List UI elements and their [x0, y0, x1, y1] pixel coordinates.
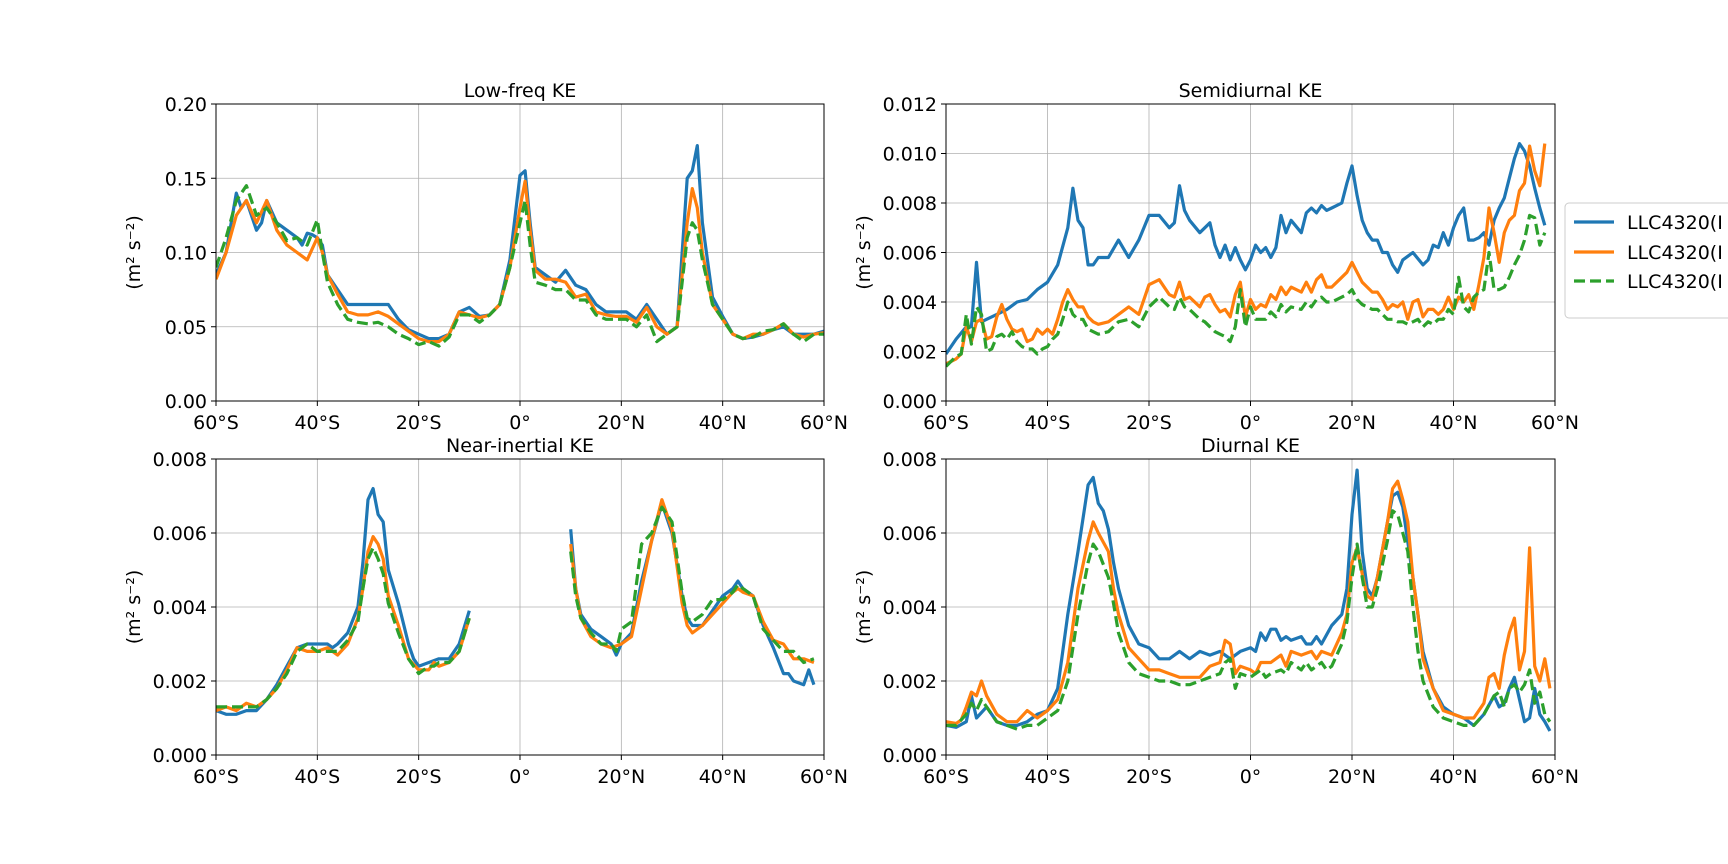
x-tick-label: 40°S	[1025, 766, 1071, 788]
x-tick-label: 60°S	[193, 766, 239, 788]
x-tick-label: 20°S	[1126, 412, 1172, 434]
x-tick-label: 40°S	[294, 412, 340, 434]
y-tick-label: 0.012	[883, 94, 937, 116]
y-axis-label: (m² s⁻²)	[123, 215, 145, 290]
x-tick-label: 20°N	[1328, 766, 1376, 788]
series-line-llc-a	[946, 468, 1552, 732]
x-tick-label: 20°N	[1328, 412, 1376, 434]
y-tick-label: 0.05	[165, 317, 207, 339]
y-axis-label: (m² s⁻²)	[123, 570, 145, 645]
panel-low-freq: 60°S 40°S 20°S 0° 20°N 40°N 60°N 0.00 0.05 0.10 0.…	[123, 80, 848, 434]
x-tick-label: 40°N	[1430, 766, 1478, 788]
series-line-llc-c	[946, 213, 1547, 368]
y-tick-label: 0.000	[883, 745, 937, 767]
y-tick-label: 0.20	[165, 94, 207, 116]
panel-near-inertial: 60°S 40°S 20°S 0° 20°N 40°N 60°N 0.000 0.002 0.00…	[123, 435, 848, 788]
x-tick-label: 60°S	[923, 412, 969, 434]
panel-diurnal: 60°S 40°S 20°S 0° 20°N 40°N 60°N 0.000 0.002 0.00…	[853, 435, 1579, 788]
x-tick-label: 60°N	[800, 412, 848, 434]
panel-title: Near-inertial KE	[446, 435, 594, 457]
panel-semidiurnal: 60°S 40°S 20°S 0° 20°N 40°N 60°N 0.000 0.002 0.00…	[853, 80, 1579, 434]
series-line-llc-a	[946, 142, 1547, 355]
y-tick-label: 0.002	[883, 342, 937, 364]
x-tick-label: 40°N	[699, 766, 747, 788]
x-tick-label: 0°	[1240, 412, 1262, 434]
x-tick-label: 40°S	[1025, 412, 1071, 434]
x-tick-label: 20°N	[597, 412, 645, 434]
y-tick-label: 0.10	[165, 243, 207, 265]
x-tick-label: 0°	[1240, 766, 1262, 788]
y-tick-label: 0.002	[883, 671, 937, 693]
x-tick-label: 20°S	[396, 412, 442, 434]
x-tick-label: 0°	[509, 766, 531, 788]
y-tick-label: 0.000	[883, 391, 937, 413]
series-line-llc-c	[946, 509, 1552, 731]
y-tick-label: 0.006	[153, 523, 207, 545]
y-tick-label: 0.006	[883, 243, 937, 265]
y-tick-label: 0.010	[883, 144, 937, 166]
x-tick-label: 40°N	[699, 412, 747, 434]
x-tick-label: 20°S	[1126, 766, 1172, 788]
x-tick-label: 0°	[509, 412, 531, 434]
y-tick-label: 0.008	[153, 449, 207, 471]
y-axis-label: (m² s⁻²)	[853, 215, 875, 290]
legend-label-llc-b: LLC4320(I	[1627, 242, 1723, 264]
x-tick-label: 40°S	[294, 766, 340, 788]
x-tick-label: 60°N	[1531, 412, 1579, 434]
legend: LLC4320(I LLC4320(I LLC4320(I	[1564, 202, 1728, 319]
series-line-llc-c	[216, 505, 815, 709]
y-tick-label: 0.00	[165, 391, 207, 413]
x-tick-label: 40°N	[1430, 412, 1478, 434]
legend-frame	[1564, 202, 1728, 319]
panel-title: Semidiurnal KE	[1179, 80, 1323, 102]
legend-label-llc-a: LLC4320(I	[1627, 212, 1723, 234]
y-tick-label: 0.004	[883, 292, 937, 314]
y-tick-label: 0.15	[165, 168, 207, 190]
series-line-llc-b	[946, 479, 1552, 726]
y-tick-label: 0.002	[153, 671, 207, 693]
y-tick-label: 0.004	[153, 597, 207, 619]
panel-title: Diurnal KE	[1201, 435, 1300, 457]
x-tick-label: 20°S	[396, 766, 442, 788]
y-tick-label: 0.006	[883, 523, 937, 545]
y-tick-label: 0.008	[883, 193, 937, 215]
x-tick-label: 60°S	[193, 412, 239, 434]
panel-title: Low-freq KE	[464, 80, 577, 102]
x-tick-label: 60°N	[1531, 766, 1579, 788]
x-tick-label: 60°S	[923, 766, 969, 788]
x-tick-label: 60°N	[800, 766, 848, 788]
series-line-llc-c	[216, 184, 824, 348]
y-tick-label: 0.000	[153, 745, 207, 767]
y-tick-label: 0.008	[883, 449, 937, 471]
y-axis-label: (m² s⁻²)	[853, 570, 875, 645]
legend-label-llc-c: LLC4320(I	[1627, 271, 1723, 293]
y-tick-label: 0.004	[883, 597, 937, 619]
x-tick-label: 20°N	[597, 766, 645, 788]
